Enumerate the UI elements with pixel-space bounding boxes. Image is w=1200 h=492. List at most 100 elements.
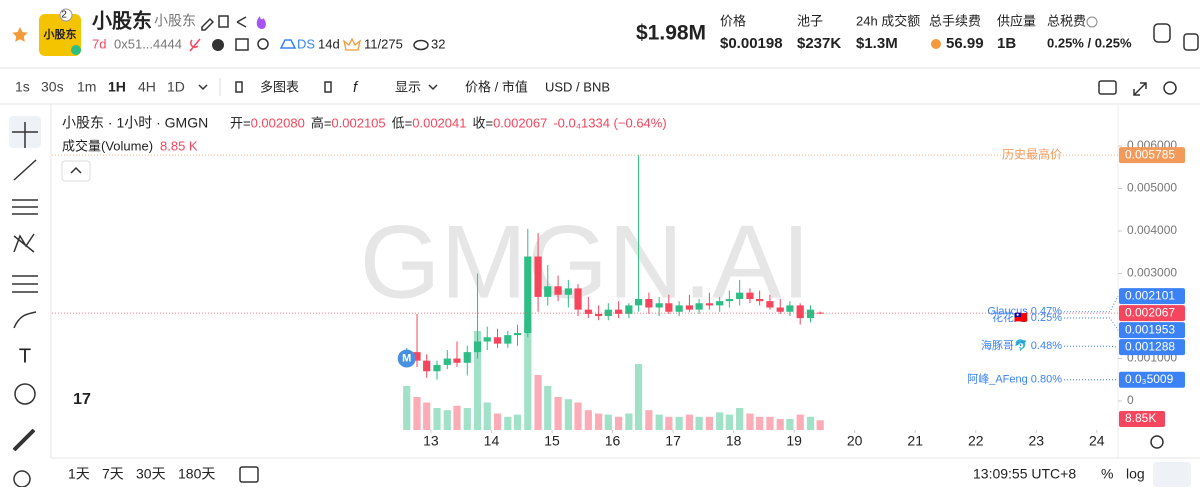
volume-bar (504, 416, 512, 430)
fib-tool[interactable] (12, 199, 38, 215)
link-icon[interactable] (189, 38, 201, 52)
stat-value: 1B (997, 35, 1016, 52)
log[interactable]: log (1126, 466, 1145, 482)
auto-bg[interactable] (1153, 462, 1191, 487)
tweet-icon[interactable] (235, 38, 249, 51)
zoom-tool[interactable] (13, 470, 31, 488)
alert-icon[interactable] (1153, 23, 1171, 43)
multi-chart[interactable]: 多图表 (260, 79, 299, 94)
candle-body (513, 333, 522, 336)
axis-settings[interactable] (1150, 435, 1164, 449)
interval[interactable]: 1H (108, 79, 126, 95)
fx-icon[interactable]: f (353, 79, 359, 96)
price-tag-label: 0.002067 (1125, 305, 1175, 319)
volume-bar (665, 416, 673, 430)
volume-bar (463, 408, 471, 430)
pin-icon[interactable] (1183, 33, 1199, 51)
settings-icon[interactable] (1163, 81, 1177, 95)
search-icon[interactable] (257, 38, 269, 50)
line-tool[interactable] (13, 159, 37, 181)
candle-body (776, 307, 784, 312)
ohlc-value: 0.002041 (412, 115, 466, 130)
interval[interactable]: 1s (15, 79, 30, 95)
candle-body (796, 305, 804, 319)
holder-line (1064, 345, 1119, 348)
x-tick-label: 17 (665, 433, 681, 449)
display[interactable]: 显示 (395, 79, 421, 94)
emoji-tool[interactable] (14, 383, 36, 405)
candle-body (554, 286, 562, 295)
chevron[interactable] (428, 84, 438, 91)
fullscreen-icon[interactable] (1133, 82, 1147, 96)
candle-body (756, 299, 764, 302)
currency[interactable]: USD / BNB (545, 79, 610, 94)
candle-body (736, 292, 744, 300)
holder-tag (1119, 371, 1185, 388)
candle-body (625, 305, 633, 314)
stat-label: 价格 (720, 13, 746, 28)
chevron[interactable] (198, 84, 208, 91)
copy-icon[interactable] (218, 15, 229, 28)
range[interactable]: 1天 (68, 466, 90, 482)
tv-logo[interactable]: 17 (73, 391, 91, 408)
candle-body (534, 256, 542, 297)
site-icon[interactable] (212, 39, 224, 51)
candle-body (705, 303, 713, 306)
stat-label: 供应量 (997, 13, 1036, 28)
volume-bar (705, 416, 713, 430)
holder-tag (1119, 339, 1185, 356)
interval[interactable]: 1D (167, 79, 185, 95)
brush-tool[interactable] (13, 311, 37, 329)
crosshair-tool[interactable] (12, 122, 38, 148)
date-range-icon[interactable] (239, 466, 259, 483)
share-icon[interactable] (236, 16, 247, 28)
collapse-button[interactable] (61, 160, 91, 182)
watchers: 32 (431, 36, 445, 51)
ohlc-key: 高= (311, 115, 332, 130)
indicator-icon[interactable] (324, 81, 332, 93)
candle-icon[interactable] (235, 81, 243, 93)
change: -0.0₄1334 (−0.64%) (553, 115, 666, 130)
candle-body (453, 358, 461, 363)
volume-bar (423, 402, 431, 430)
market-cap: $1.98M (636, 22, 706, 45)
interval[interactable]: 30s (41, 79, 64, 95)
hot-icon (256, 16, 266, 29)
ohlc-legend: 开= 0.002080 高= 0.002105 低= 0.002041 收= 0.002067… (230, 115, 667, 130)
holder-label: 海豚哥🐬 0.48% (981, 338, 1062, 352)
range[interactable]: 30天 (136, 466, 166, 482)
camera-icon[interactable] (1098, 80, 1117, 95)
address[interactable]: 0x51...4444 (114, 36, 182, 51)
volume-bar (645, 410, 653, 430)
candle-body (716, 301, 724, 306)
percent[interactable]: % (1101, 466, 1113, 482)
ds[interactable]: DS (297, 36, 315, 51)
holder-tag-label: 0.002101 (1125, 288, 1175, 302)
candle-body (634, 299, 643, 306)
volume-bar (554, 397, 562, 430)
help-icon[interactable] (1086, 16, 1098, 28)
price-mcap[interactable]: 价格 / 市值 (465, 79, 528, 94)
pattern-tool[interactable] (13, 233, 35, 253)
interval[interactable]: 4H (138, 79, 156, 95)
trade-marker[interactable] (397, 349, 416, 368)
range[interactable]: 7天 (102, 466, 124, 482)
ruler-tool[interactable] (12, 428, 36, 452)
text-tool[interactable]: T (19, 345, 31, 367)
time: 13:09:55 UTC+8 (973, 466, 1076, 482)
y-tick-label: 0 (1127, 393, 1134, 407)
prediction-tool[interactable] (12, 275, 38, 293)
holder-label: 阿峰_AFeng 0.80% (967, 373, 1062, 386)
edit-icon[interactable] (201, 17, 215, 31)
volume-title: 成交量(Volume) (62, 138, 153, 153)
range[interactable]: 180天 (178, 466, 215, 482)
interval[interactable]: 1m (77, 79, 96, 95)
candle-body (746, 292, 754, 300)
chart-title: 小股东 · 1小时 · GMGN (62, 115, 208, 131)
candle-body (413, 352, 421, 361)
chevron-up[interactable] (70, 166, 82, 174)
favorite-star[interactable] (12, 27, 28, 42)
volume-bar (776, 419, 784, 430)
